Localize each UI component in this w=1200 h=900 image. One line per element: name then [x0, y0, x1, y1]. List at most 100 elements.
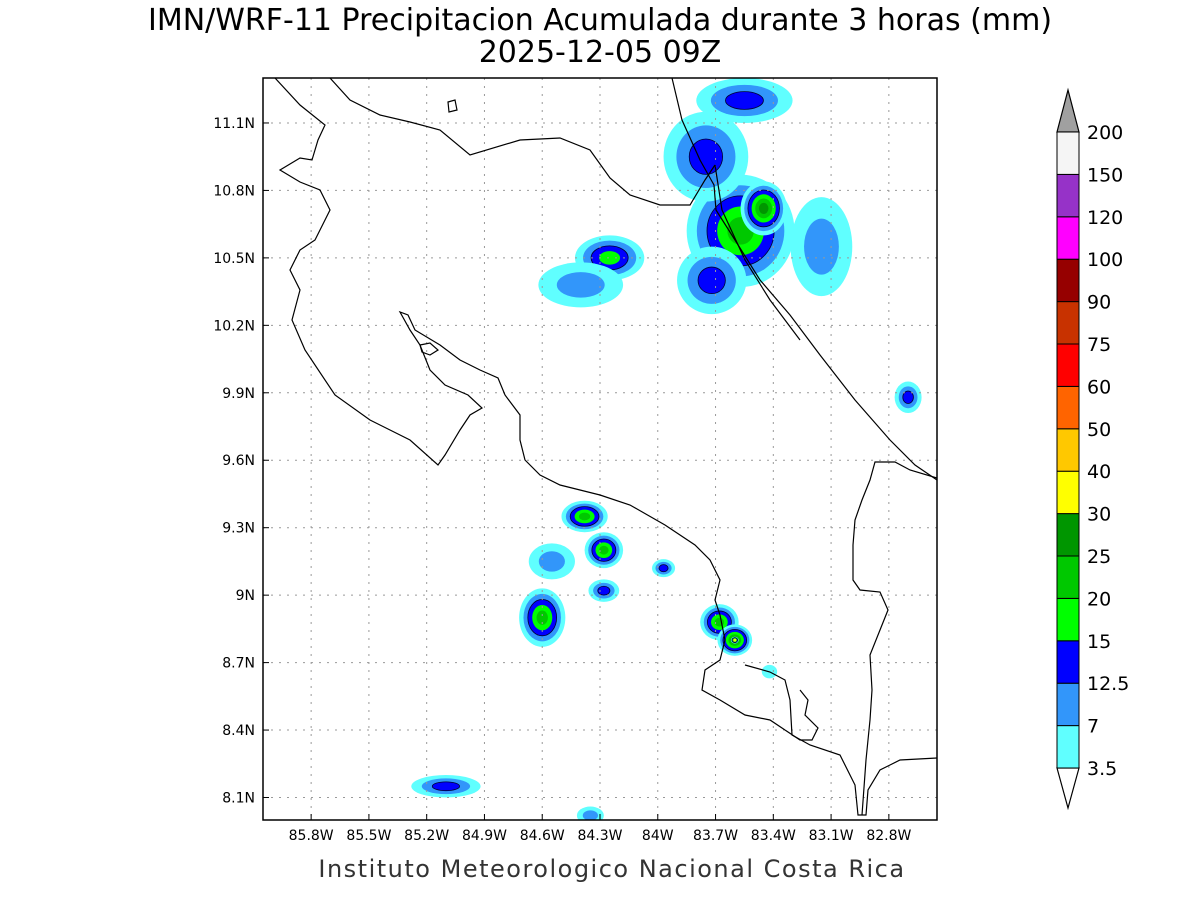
- colorbar-swatch: [1056, 682, 1080, 727]
- axis-ticks: 85.8W 85.5W 85.2W 84.9W 84.6W 84.3W 84W 83.7W 83…: [213, 116, 911, 844]
- lat-tick-label: 10.2N: [213, 318, 255, 334]
- precip-cell: [730, 636, 739, 644]
- precip-contour: [538, 551, 565, 572]
- lat-tick-label: 9.3N: [222, 521, 255, 537]
- colorbar-label: 40: [1087, 461, 1111, 483]
- title-line2: 2025-12-05 09Z: [479, 35, 722, 70]
- precip-contour: [556, 272, 605, 298]
- costa-rica-pacific-coast: [744, 664, 937, 816]
- precip-contour: [536, 610, 548, 625]
- colorbar-over-arrow: [1056, 87, 1080, 133]
- border-line: [714, 164, 801, 341]
- lat-tick-label: 9.6N: [222, 453, 255, 469]
- colorbar-label: 3.5: [1087, 758, 1117, 780]
- peninsula-coast: [784, 689, 819, 741]
- lat-tick-label: 8.7N: [222, 656, 255, 672]
- colorbar-under-arrow: [1056, 767, 1080, 811]
- lon-tick-label: 85.2W: [404, 828, 449, 844]
- precipitation-field: [411, 78, 922, 820]
- colorbar-swatch: [1056, 725, 1080, 769]
- precip-contour: [582, 810, 598, 820]
- map-background: [263, 78, 937, 820]
- precip-contour: [714, 617, 725, 627]
- colorbar-swatch: [1056, 470, 1080, 515]
- panama-coast: [852, 461, 937, 816]
- map-panel: 85.8W 85.5W 85.2W 84.9W 84.6W 84.3W 84W 83.7W 83…: [213, 77, 938, 844]
- precip-cell: [411, 775, 481, 798]
- lon-tick-label: 84W: [642, 828, 674, 844]
- lat-lon-grid: [263, 78, 937, 820]
- precip-contour: [599, 545, 609, 555]
- precip-cell: [561, 500, 608, 533]
- colorbar-label: 150: [1087, 164, 1123, 186]
- precip-cell: [663, 111, 749, 202]
- lat-tick-label: 10.8N: [213, 183, 255, 199]
- colorbar-label: 15: [1087, 631, 1111, 653]
- lat-tick-label: 8.1N: [222, 791, 255, 807]
- colorbar-swatch: [1056, 555, 1080, 599]
- lon-tick-label: 83.7W: [693, 828, 738, 844]
- precip-cell: [588, 579, 620, 602]
- colorbar-label: 50: [1087, 419, 1111, 441]
- precip-cell: [894, 381, 922, 414]
- colorbar-label: 200: [1087, 122, 1123, 144]
- precip-cell: [576, 806, 604, 820]
- lake-coast: [329, 78, 716, 206]
- precip-contour: [758, 202, 769, 214]
- precip-cell: [584, 532, 624, 569]
- lat-tick-label: 10.5N: [213, 251, 255, 267]
- precip-cell: [677, 246, 747, 315]
- colorbar-label: 25: [1087, 546, 1111, 568]
- colorbar-swatch: [1056, 428, 1080, 472]
- colorbar-swatch: [1056, 216, 1080, 260]
- caribbean-coast: [671, 78, 937, 481]
- lon-tick-label: 83.4W: [751, 828, 796, 844]
- precip-cell: [651, 559, 676, 578]
- colorbar-label: 7: [1087, 716, 1099, 738]
- lon-tick-label: 83.1W: [809, 828, 854, 844]
- colorbar-swatch: [1056, 173, 1080, 218]
- nicaragua-coast: [274, 78, 786, 731]
- colorbar-label: 60: [1087, 376, 1111, 398]
- coastlines: [274, 78, 937, 816]
- island-1: [447, 99, 458, 113]
- colorbar-label: 12.5: [1087, 673, 1129, 695]
- precip-contour: [578, 512, 591, 521]
- lon-tick-label: 84.6W: [520, 828, 565, 844]
- colorbar-swatch: [1056, 597, 1080, 642]
- lon-tick-label: 85.5W: [346, 828, 391, 844]
- colorbar-label: 120: [1087, 207, 1123, 229]
- precip-contour: [902, 390, 914, 404]
- precip-contour: [804, 218, 839, 275]
- precip-contour: [697, 266, 726, 295]
- colorbar-label: 90: [1087, 292, 1111, 314]
- colorbar-swatch: [1056, 131, 1080, 175]
- lon-tick-label: 85.8W: [289, 828, 334, 844]
- credit-text: Instituto Meteorologico Nacional Costa R…: [318, 855, 905, 883]
- colorbar-swatch: [1056, 343, 1080, 387]
- precip-contour: [599, 251, 621, 265]
- colorbar-label: 100: [1087, 249, 1123, 271]
- precip-cell: [528, 543, 575, 580]
- precip-cell: [696, 78, 793, 123]
- precip-cell: [790, 197, 853, 297]
- colorbar-swatch: [1056, 385, 1080, 430]
- lon-tick-label: 84.3W: [577, 828, 622, 844]
- colorbar-swatch: [1056, 301, 1080, 345]
- lon-tick-label: 82.8W: [866, 828, 911, 844]
- precip-contour: [658, 564, 669, 573]
- lat-tick-label: 9.9N: [222, 386, 255, 402]
- lon-tick-label: 84.9W: [462, 828, 507, 844]
- title-line1: IMN/WRF-11 Precipitacion Acumulada duran…: [148, 3, 1052, 38]
- colorbar: 3.5 7 12.5 15 20 25 30 40 50 60 75 90 100 120 150 200: [1056, 87, 1129, 811]
- lat-tick-label: 8.4N: [222, 723, 255, 739]
- precip-contour: [688, 138, 724, 175]
- precip-cell: [519, 588, 566, 647]
- colorbar-label: 75: [1087, 334, 1111, 356]
- colorbar-swatch: [1056, 513, 1080, 557]
- precip-cell: [538, 262, 624, 308]
- precip-contour: [597, 585, 611, 596]
- precip-contour: [725, 91, 764, 110]
- precip-contour: [733, 638, 737, 642]
